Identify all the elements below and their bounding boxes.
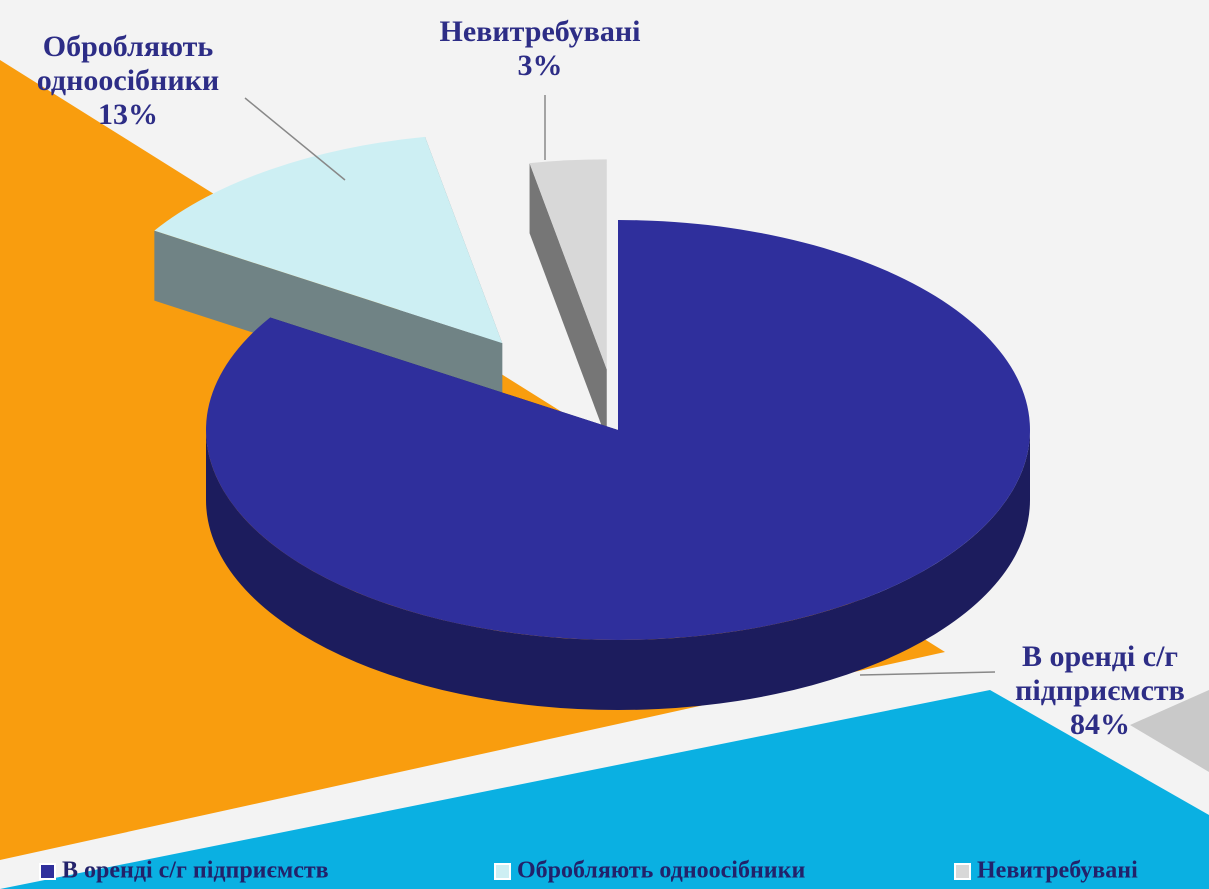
legend-label: Невитребувані — [977, 858, 1138, 884]
legend-marker — [40, 864, 55, 879]
data-label-name: В оренді с/г підприємств — [980, 640, 1209, 708]
slice — [530, 159, 607, 369]
legend-label: Обробляють одноосібники — [517, 858, 805, 884]
data-label-value: 13% — [0, 98, 258, 132]
data-label-value: 84% — [980, 708, 1209, 742]
slide: В оренді с/г підприємств Обробляють одноо… — [0, 0, 1209, 889]
legend-marker — [955, 864, 970, 879]
data-label-value: 3% — [410, 49, 670, 83]
chart: В оренді с/г підприємств Обробляють одноо… — [0, 0, 1209, 889]
data-label-name: Обробляють одноосібники — [0, 30, 258, 98]
pie — [154, 95, 1030, 710]
leader-line — [860, 672, 995, 675]
legend-marker — [495, 864, 510, 879]
data-label-name: Невитребувані — [410, 15, 670, 49]
legend-label: В оренді с/г підприємств — [62, 858, 329, 884]
